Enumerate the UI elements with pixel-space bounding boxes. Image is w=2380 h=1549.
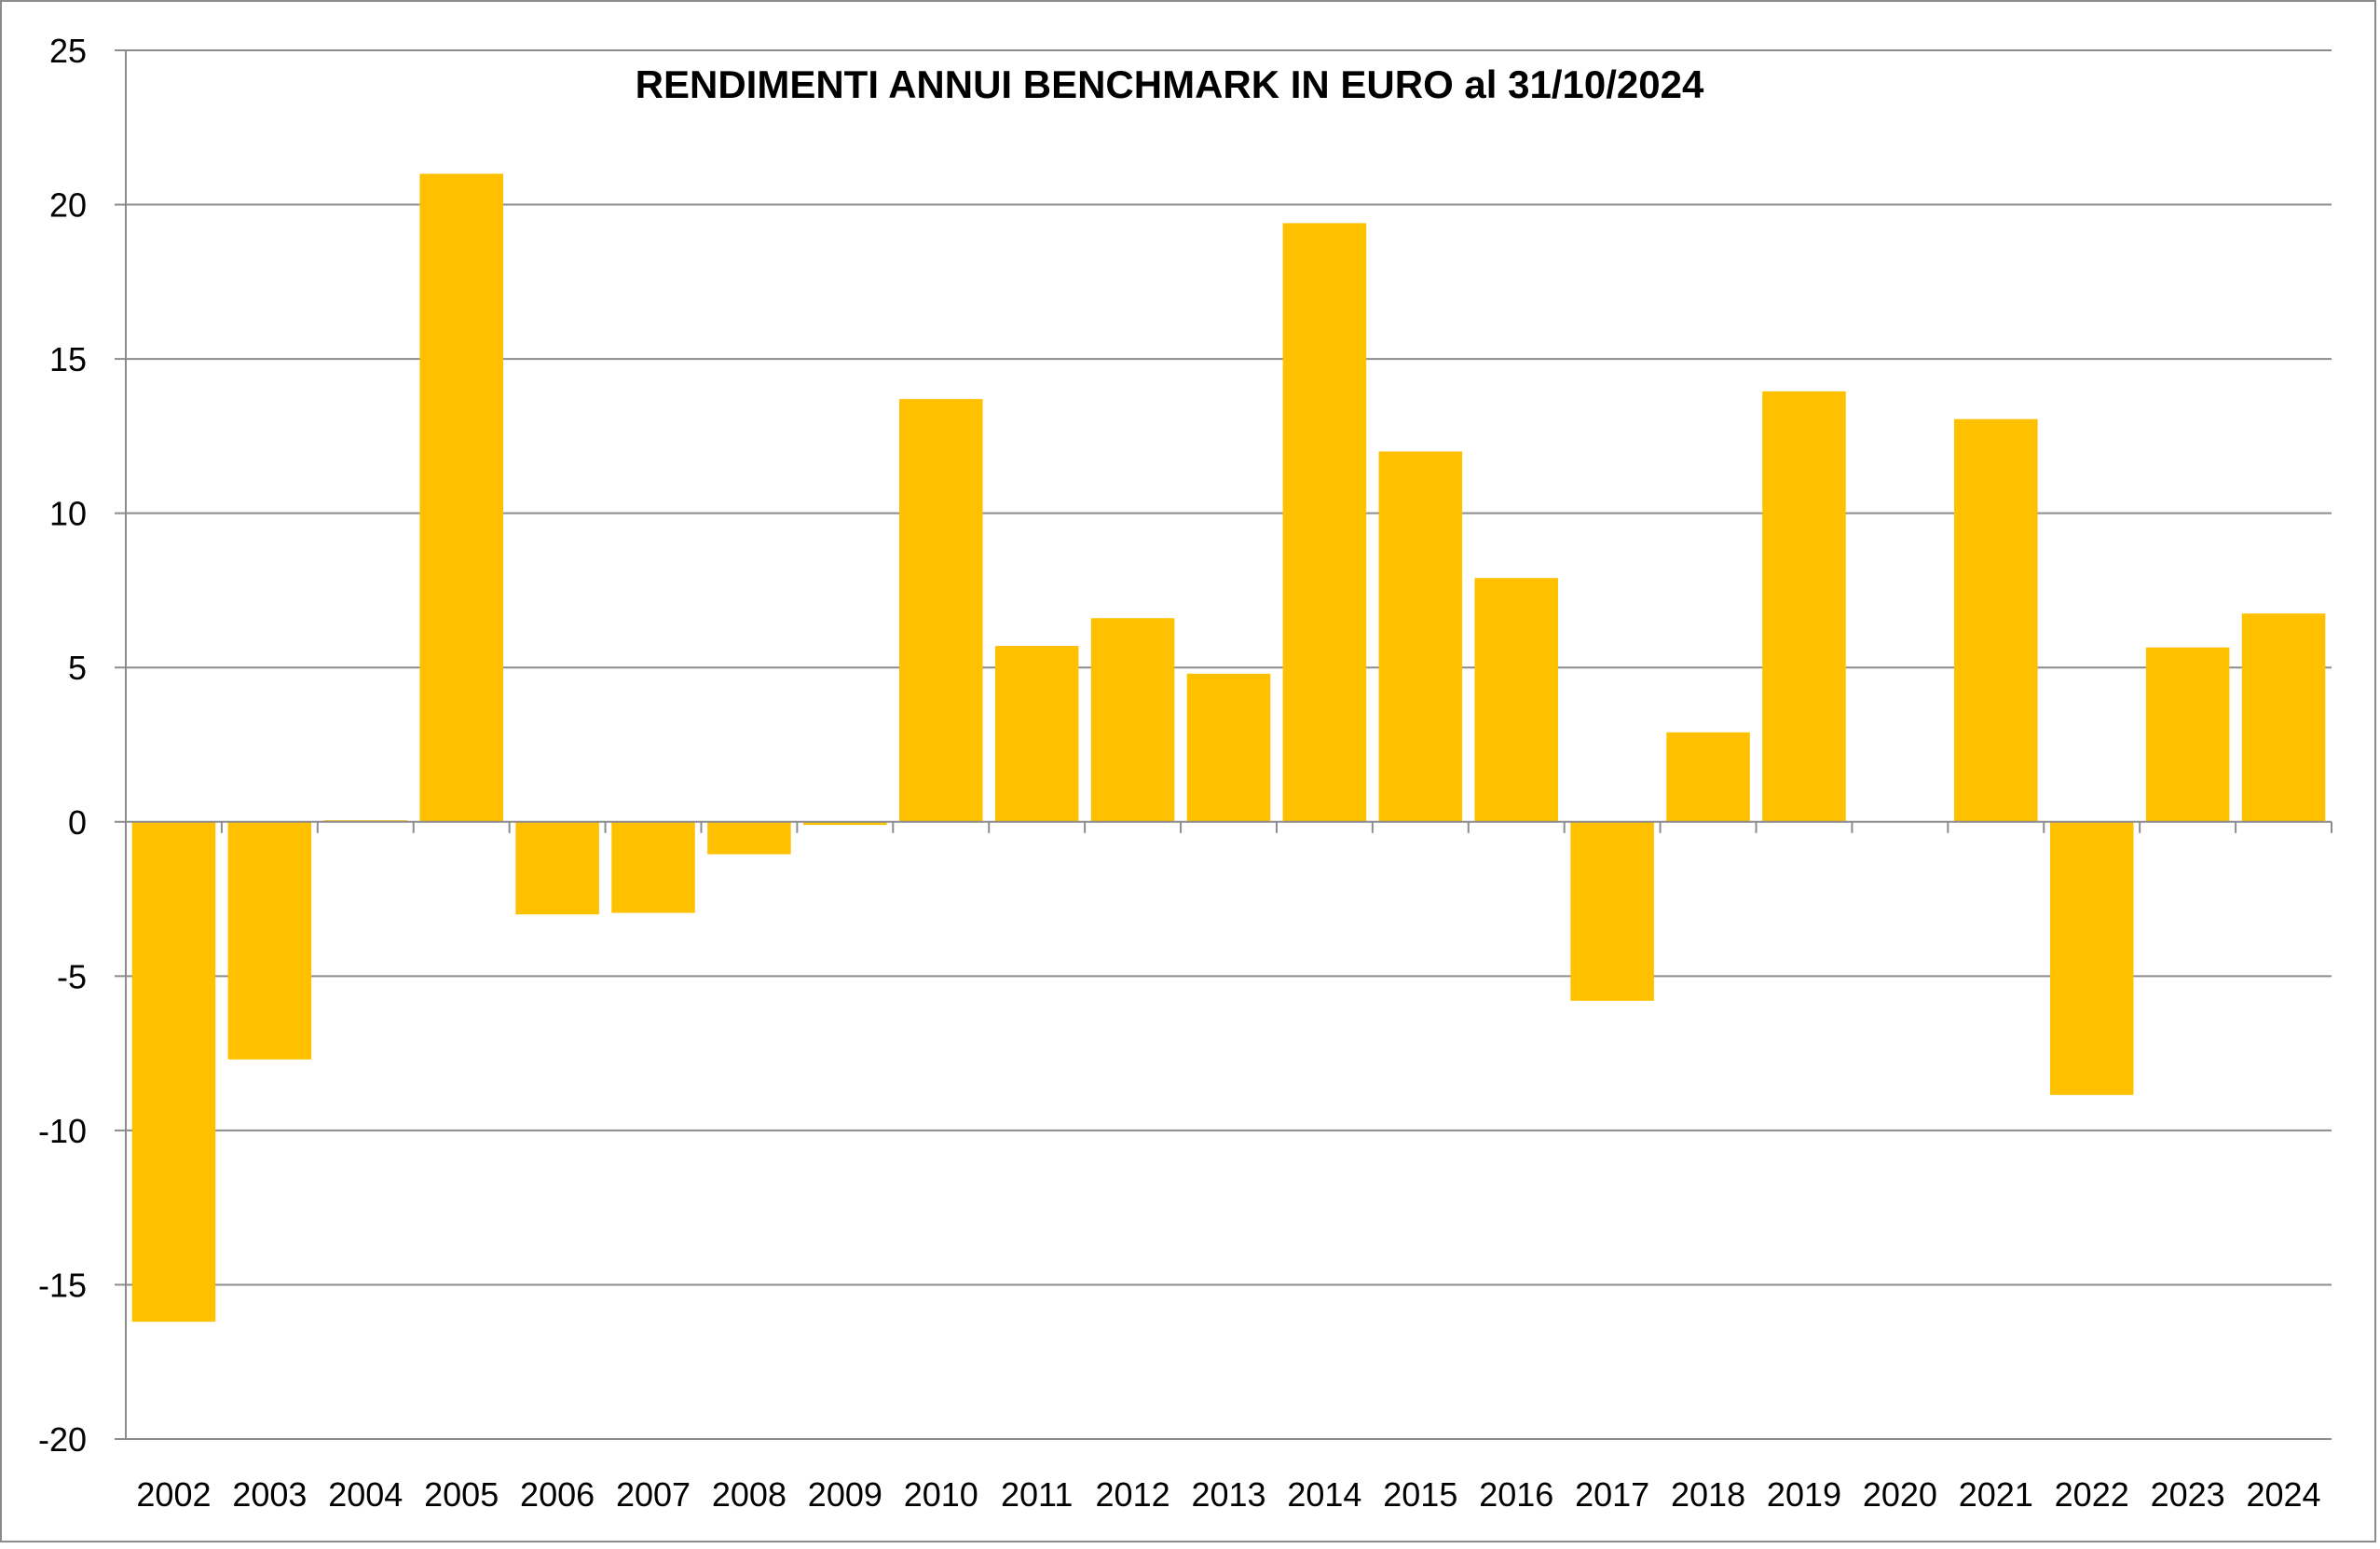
- bar-2016: [1474, 578, 1559, 822]
- bar-2022: [2049, 821, 2134, 1095]
- y-tick-label: 20: [49, 186, 87, 225]
- y-tick-labels: 25 20 15 10 5 0 -5 -10 -15 -20: [38, 32, 87, 1459]
- x-tick-label: 2009: [808, 1475, 882, 1514]
- y-tick-label: 15: [49, 340, 87, 378]
- x-tick-label: 2007: [616, 1475, 691, 1514]
- axes: [115, 49, 2332, 1440]
- x-tick-label: 2006: [520, 1475, 595, 1514]
- x-tick-label: 2019: [1767, 1475, 1841, 1514]
- y-tick-label: 25: [49, 32, 87, 70]
- x-tick-label: 2008: [712, 1475, 786, 1514]
- bar-2024: [2241, 613, 2326, 822]
- bar-2010: [898, 399, 983, 822]
- x-tick-labels: 2002 2003 2004 2005 2006 2007 2008 2009 2010 2011…: [136, 1475, 2320, 1514]
- x-tick-label: 2003: [232, 1475, 307, 1514]
- x-tick-label: 2022: [2055, 1475, 2129, 1514]
- x-tick-label: 2014: [1287, 1475, 1361, 1514]
- bar-2015: [1378, 451, 1463, 822]
- bar-2013: [1186, 673, 1271, 822]
- bar-2008: [707, 821, 791, 855]
- chart-title: RENDIMENTI ANNUI BENCHMARK IN EURO al 31…: [636, 62, 1704, 106]
- bar-2019: [1762, 391, 1846, 822]
- x-tick-label: 2010: [904, 1475, 978, 1514]
- y-tick-label: 10: [49, 495, 87, 533]
- bar-2009: [803, 821, 887, 826]
- bar-2007: [611, 821, 695, 913]
- bars: [131, 173, 2326, 1323]
- bar-2018: [1666, 732, 1750, 822]
- y-tick-label: -10: [38, 1112, 87, 1150]
- bar-2005: [419, 173, 503, 822]
- bar-2014: [1282, 223, 1367, 822]
- x-tick-label: 2020: [1863, 1475, 1937, 1514]
- y-tick-label: 0: [68, 803, 87, 842]
- x-tick-label: 2012: [1096, 1475, 1170, 1514]
- x-tick-label: 2011: [1001, 1475, 1073, 1514]
- x-tick-label: 2017: [1575, 1475, 1649, 1514]
- x-tick-label: 2013: [1191, 1475, 1265, 1514]
- x-tick-label: 2021: [1959, 1475, 2033, 1514]
- x-tick-label: 2018: [1671, 1475, 1745, 1514]
- bar-2023: [2145, 647, 2230, 822]
- x-tick-label: 2024: [2246, 1475, 2320, 1514]
- bar-2017: [1570, 821, 1654, 1001]
- bar-2006: [515, 821, 599, 915]
- bar-2002: [131, 821, 216, 1323]
- x-tick-label: 2002: [136, 1475, 211, 1514]
- bar-2011: [994, 646, 1079, 822]
- x-tick-label: 2015: [1383, 1475, 1457, 1514]
- y-tick-label: -15: [38, 1266, 87, 1304]
- y-tick-label: 5: [68, 649, 87, 687]
- y-tick-label: -5: [57, 957, 87, 995]
- x-tick-label: 2016: [1479, 1475, 1553, 1514]
- y-tick-label: -20: [38, 1420, 87, 1459]
- bar-2003: [227, 821, 312, 1060]
- x-tick-label: 2023: [2151, 1475, 2225, 1514]
- x-tick-label: 2004: [328, 1475, 403, 1514]
- bar-2012: [1090, 618, 1175, 822]
- x-tick-label: 2005: [424, 1475, 499, 1514]
- bar-2021: [1954, 418, 2038, 822]
